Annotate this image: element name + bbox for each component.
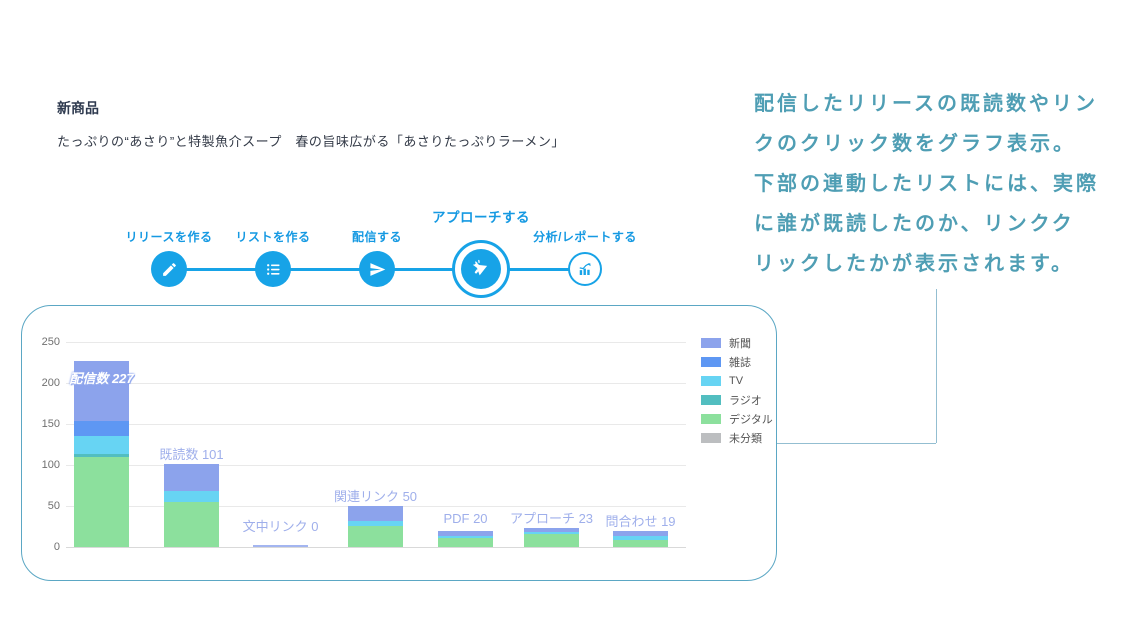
y-axis-tick-label: 150 <box>41 418 60 430</box>
chart-bar[interactable] <box>524 528 579 547</box>
step-label: 配信する <box>351 230 403 244</box>
chart-bar[interactable] <box>613 531 668 547</box>
legend-swatch <box>701 338 721 348</box>
legend-label: デジタル <box>729 414 773 426</box>
step-label: リストを作る <box>235 230 311 244</box>
bar-value-label: 既読数 101 <box>159 447 224 463</box>
bar-segment <box>164 464 219 492</box>
analytics-icon <box>568 252 602 286</box>
legend-swatch <box>701 357 721 367</box>
bar-segment <box>524 532 579 534</box>
legend-item[interactable]: 雑誌 <box>701 356 751 369</box>
gridline <box>66 342 686 343</box>
description-line: リックしたかが表示されます。 <box>754 253 1074 275</box>
gridline <box>66 547 686 548</box>
bar-segment <box>613 539 668 547</box>
release-header: 新商品 たっぷりの“あさり”と特製魚介スープ 春の旨味広がる「あさりたっぷりラー… <box>57 98 565 150</box>
y-axis-tick-label: 250 <box>41 336 60 348</box>
chart-bar[interactable] <box>253 545 308 547</box>
callout-line-horizontal <box>777 443 936 444</box>
legend-item[interactable]: ラジオ <box>701 394 762 407</box>
gridline <box>66 424 686 425</box>
bar-segment <box>524 528 579 533</box>
workflow-stepper: リリースを作る リストを作る 配信する アプローチする <box>0 0 760 320</box>
bar-segment <box>438 537 493 547</box>
bar-value-label: 文中リンク 0 <box>242 519 319 534</box>
gridline <box>66 383 686 384</box>
description-line: に誰が既読したのか、リンクク <box>754 213 1075 235</box>
description-line: 下部の連動したリストには、実際 <box>754 173 1099 195</box>
chart-bar[interactable] <box>438 530 493 547</box>
chart-bar[interactable] <box>164 464 219 547</box>
description-line: クのクリック数をグラフ表示。 <box>754 133 1076 155</box>
legend-label: TV <box>729 375 744 387</box>
bar-segment <box>438 530 493 536</box>
bar-segment <box>74 420 129 437</box>
bar-segment <box>164 501 219 547</box>
bar-segment <box>348 506 403 521</box>
release-title: 新商品 <box>57 100 99 116</box>
bar-segment <box>74 360 129 421</box>
legend-label: 未分類 <box>729 433 762 445</box>
legend-swatch <box>701 433 721 443</box>
release-subtitle: たっぷりの“あさり”と特製魚介スープ 春の旨味広がる「あさりたっぷりラーメン」 <box>57 134 565 149</box>
bar-segment <box>164 491 219 502</box>
y-axis-tick-label: 100 <box>41 459 60 471</box>
bar-segment <box>613 531 668 537</box>
legend-label: 雑誌 <box>729 357 751 369</box>
bar-value-label: 関連リンク 50 <box>333 489 418 504</box>
bar-segment <box>348 525 403 547</box>
chart-bar[interactable] <box>74 360 129 547</box>
callout-line-vertical <box>936 289 937 443</box>
gridline <box>66 465 686 466</box>
pencil-icon <box>151 251 187 287</box>
bar-segment <box>613 536 668 540</box>
y-axis-tick-label: 200 <box>41 377 60 389</box>
bar-segment <box>74 454 129 457</box>
bar-segment <box>348 520 403 526</box>
bar-value-label: 配信数 227 <box>69 370 134 386</box>
bar-segment <box>74 456 129 547</box>
legend-item[interactable]: TV <box>701 375 743 387</box>
bar-segment <box>438 535 493 538</box>
legend-swatch <box>701 414 721 424</box>
legend-item[interactable]: デジタル <box>701 413 773 426</box>
legend-swatch <box>701 395 721 405</box>
legend-item[interactable]: 未分類 <box>701 432 762 445</box>
bar-value-label: アプローチ 23 <box>509 511 594 527</box>
y-axis-tick-label: 0 <box>53 541 60 553</box>
paper-plane-icon <box>359 251 395 287</box>
list-icon <box>255 251 291 287</box>
legend-label: 新聞 <box>729 338 751 350</box>
legend-swatch <box>701 376 721 386</box>
feature-description: 配信したリリースの既読数やリン クのクリック数をグラフ表示。 下部の連動したリス… <box>754 84 1120 284</box>
step-label: アプローチする <box>432 210 530 225</box>
bar-segment <box>524 533 579 547</box>
step-label: リリースを作る <box>125 230 213 244</box>
description-line: 配信したリリースの既読数やリン <box>754 93 1098 115</box>
legend-item[interactable]: 新聞 <box>701 337 751 350</box>
bar-segment <box>74 436 129 455</box>
step-label: 分析/レポートする <box>533 230 637 244</box>
bar-segment <box>253 545 308 547</box>
legend-label: ラジオ <box>729 395 762 407</box>
bar-value-label: PDF 20 <box>443 510 488 526</box>
chart-panel: 0 50 100 150 200 250 配信数 227 既読数 101 文中リンク 0 関連リン… <box>21 305 777 581</box>
bar-value-label: 問合わせ 19 <box>605 514 676 530</box>
megaphone-icon <box>461 249 501 289</box>
chart-bar[interactable] <box>348 506 403 547</box>
y-axis-tick-label: 50 <box>47 500 60 512</box>
